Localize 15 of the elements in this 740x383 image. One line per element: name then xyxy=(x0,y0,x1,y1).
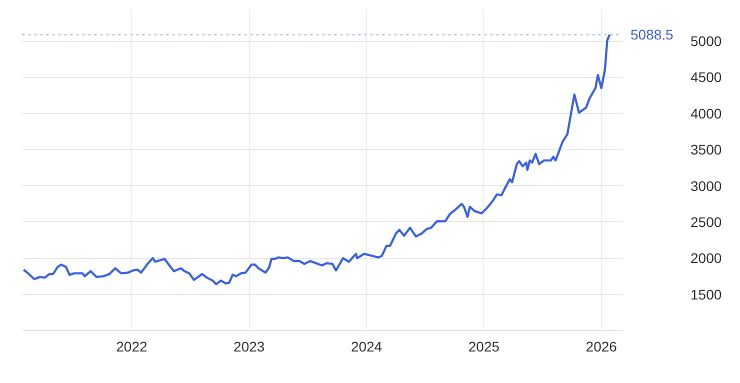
y-tick-label: 3500 xyxy=(690,142,722,158)
y-tick-label: 5000 xyxy=(690,33,722,50)
x-tick-label: 2026 xyxy=(586,338,618,354)
x-tick-label: 2023 xyxy=(234,338,265,354)
y-tick-label: 4500 xyxy=(690,69,722,86)
y-tick-label: 2000 xyxy=(690,250,722,266)
y-tick-label: 4000 xyxy=(690,105,722,122)
x-tick-label: 2024 xyxy=(350,338,382,354)
y-tick-label: 2500 xyxy=(690,214,722,230)
x-tick-label: 2025 xyxy=(468,338,500,354)
ref-line-label: 5088.5 xyxy=(630,26,674,43)
x-tick-label: 2022 xyxy=(116,338,148,354)
y-tick-label: 1500 xyxy=(690,286,722,302)
line-series xyxy=(22,34,611,286)
y-tick-label: 3000 xyxy=(690,178,722,194)
